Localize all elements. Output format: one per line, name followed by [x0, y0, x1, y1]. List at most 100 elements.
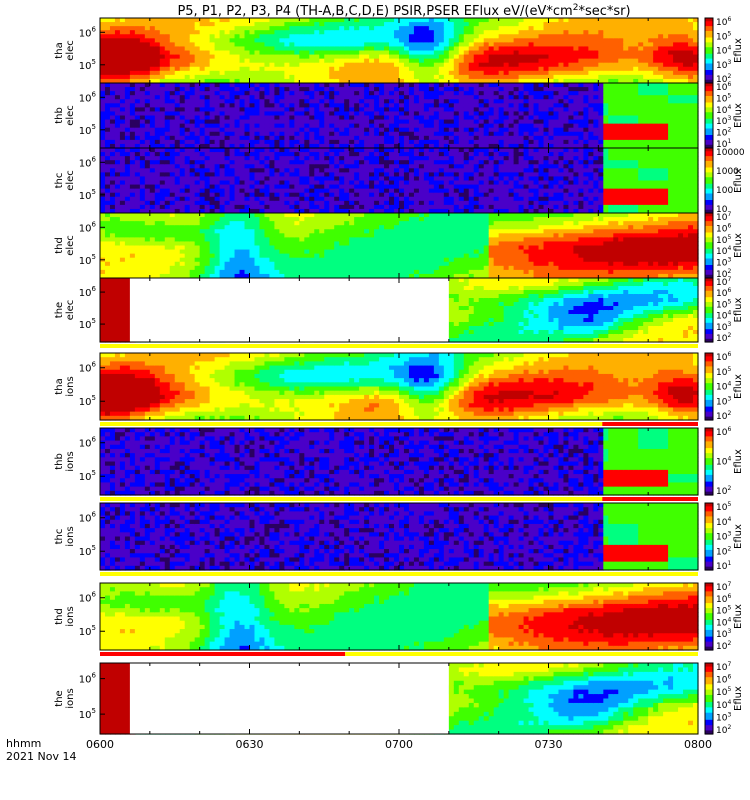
spectrogram-thc-elec	[100, 148, 699, 214]
y-tick-label: 105	[79, 544, 96, 558]
colorbar-tick-label: 102	[716, 545, 731, 557]
probe-label: thc	[54, 529, 65, 545]
probe-label: thd	[54, 237, 65, 254]
flag-bar	[100, 572, 698, 576]
y-tick-label: 105	[79, 624, 96, 638]
colorbar-tick-label: 106	[716, 81, 731, 93]
colorbar-tick-label: 103	[716, 711, 731, 723]
colorbar-tick-label: 104	[716, 381, 731, 393]
colorbar-tick-label: 106	[716, 426, 731, 438]
colorbar-tick-label: 102	[716, 640, 731, 652]
species-label: elec	[65, 170, 76, 191]
colorbar-tick-label: 105	[716, 92, 731, 104]
colorbar-tick-label: 102	[716, 127, 731, 139]
colorbar-tick-label: 103	[716, 59, 731, 71]
species-label: ions	[65, 376, 76, 396]
colorbar-tick-label: 107	[716, 661, 731, 673]
species-label: elec	[65, 40, 76, 61]
y-tick-labels: 106 105	[79, 511, 105, 558]
colorbar-label: Eflux	[733, 374, 744, 399]
colorbar-tick-label: 100	[716, 186, 733, 196]
time-format-label: hhmm	[6, 737, 41, 750]
colorbar-label: Eflux	[733, 233, 744, 258]
species-label: elec	[65, 105, 76, 126]
flag-bar	[100, 422, 698, 426]
colorbar-tick-label: 102	[716, 410, 731, 422]
y-tick-label: 106	[79, 361, 97, 375]
colorbar-tick-label: 105	[716, 686, 731, 698]
colorbar-tick-label: 101	[716, 138, 731, 150]
flag-bar	[100, 344, 698, 348]
y-tick-labels: 106 105	[79, 436, 105, 483]
y-tick-label: 106	[79, 220, 97, 234]
date-label: 2021 Nov 14	[6, 750, 76, 763]
y-tick-labels: 106 105	[79, 672, 105, 721]
colorbar-label: Eflux	[733, 38, 744, 63]
spectrogram-thb-ions	[100, 428, 699, 496]
colorbar-tick-label: 102	[716, 485, 731, 497]
colorbar-tick-label: 105	[716, 366, 731, 378]
y-tick-labels: 106 105	[79, 285, 105, 331]
colorbar-tick-label: 104	[716, 245, 731, 257]
colorbar-tick-label: 101	[716, 560, 731, 572]
probe-label: the	[54, 690, 65, 706]
colorbar-label: Eflux	[733, 297, 744, 322]
colorbar-tick-label: 102	[716, 73, 731, 85]
probe-label: thc	[54, 173, 65, 189]
data-gap	[129, 278, 449, 342]
x-tick-label: 0700	[385, 738, 413, 751]
y-tick-labels: 106 105	[79, 90, 105, 137]
y-tick-label: 105	[79, 58, 96, 72]
colorbar-tick-label: 102	[716, 724, 731, 736]
species-label: ions	[65, 451, 76, 471]
colorbar-label: Eflux	[733, 604, 744, 629]
colorbar-tick-label: 106	[716, 287, 731, 299]
colorbar-tick-label: 1000	[716, 167, 739, 177]
colorbar-tick-label: 105	[716, 298, 731, 310]
flag-bar	[100, 652, 698, 656]
y-tick-label: 106	[79, 436, 97, 450]
y-tick-labels: 106 105	[79, 25, 105, 72]
colorbar-tick-label: 103	[716, 628, 731, 640]
colorbar-tick-label: 105	[716, 605, 731, 617]
probe-label: tha	[54, 42, 65, 58]
species-label: elec	[65, 235, 76, 256]
probe-label: thb	[54, 453, 65, 470]
colorbar-tick-label: 10000	[716, 148, 745, 158]
spectrogram-tha-elec	[100, 18, 699, 84]
species-label: ions	[65, 688, 76, 708]
probe-label: thd	[54, 608, 65, 625]
species-label: ions	[65, 526, 76, 546]
time-axis: 0600 0630 0700 0730 0800	[86, 738, 712, 751]
colorbar-tick-label: 103	[716, 531, 731, 543]
y-tick-label: 105	[79, 707, 96, 721]
figure-title: P5, P1, P2, P3, P4 (TH-A,B,C,D,E) PSIR,P…	[177, 3, 630, 19]
colorbar-tick-label: 102	[716, 332, 731, 344]
y-tick-labels: 106 105	[79, 591, 105, 638]
colorbar-tick-label: 10	[716, 205, 728, 215]
data-gap	[129, 663, 449, 734]
y-tick-label: 105	[79, 253, 96, 267]
colorbar-label: Eflux	[733, 686, 744, 711]
colorbar-tick-label: 103	[716, 321, 731, 333]
colorbar-tick-label: 104	[716, 616, 731, 628]
y-tick-label: 106	[79, 25, 97, 39]
colorbar-tick-label: 106	[716, 222, 731, 234]
colorbar-tick-label: 107	[716, 581, 731, 593]
probe-label: the	[54, 302, 65, 318]
colorbar-tick-label: 104	[716, 104, 731, 116]
y-tick-label: 105	[79, 317, 96, 331]
colorbar-tick-label: 106	[716, 674, 731, 686]
y-tick-labels: 106 105	[79, 220, 105, 267]
